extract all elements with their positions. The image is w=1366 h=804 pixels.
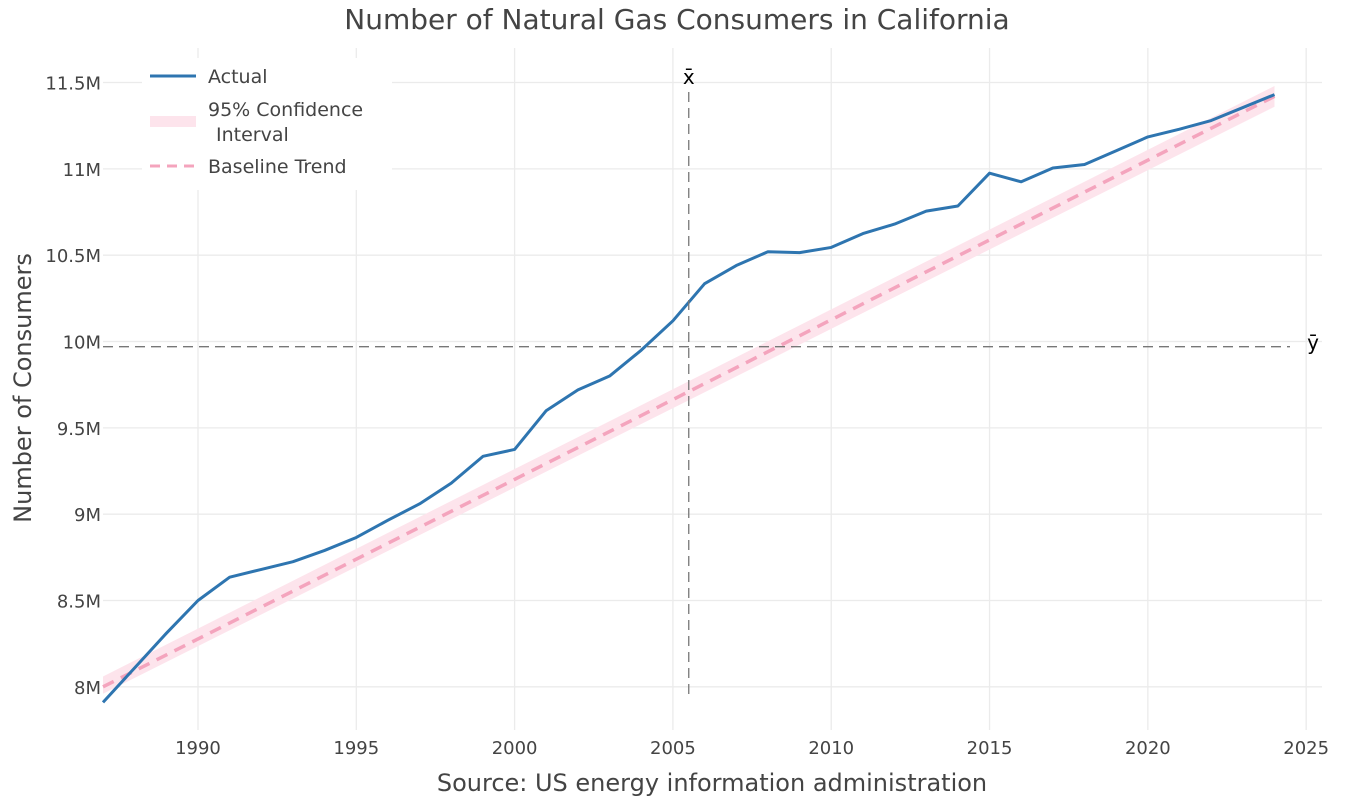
x-tick-label: 2015 bbox=[967, 738, 1013, 759]
y-tick-label: 8.5M bbox=[57, 592, 101, 613]
y-tick-label: 8M bbox=[74, 678, 101, 699]
tick-label-layer: 1990 1995 2000 2005 2010 2015 2020 2025 8M 8.5M 9M… bbox=[45, 74, 1329, 759]
legend-ci-label-line1: 95% Confidence bbox=[208, 99, 363, 121]
x-tick-label: 2020 bbox=[1125, 738, 1171, 759]
y-tick-label: 10M bbox=[63, 333, 101, 354]
x-axis-label: Source: US energy information administra… bbox=[437, 769, 987, 797]
x-mean-label: x̄ bbox=[683, 65, 695, 89]
grid-layer bbox=[103, 48, 1322, 730]
y-axis-label: Number of Consumers bbox=[9, 253, 37, 523]
legend-actual-label: Actual bbox=[208, 66, 268, 88]
y-tick-label: 9M bbox=[74, 505, 101, 526]
y-tick-label: 11M bbox=[63, 160, 101, 181]
y-tick-label: 10.5M bbox=[45, 246, 101, 267]
x-tick-label: 2000 bbox=[492, 738, 538, 759]
x-tick-label: 2025 bbox=[1283, 738, 1329, 759]
legend-ci-label-line2: Interval bbox=[216, 124, 289, 146]
legend: Actual 95% Confidence Interval Baseline … bbox=[142, 58, 392, 190]
chart-title: Number of Natural Gas Consumers in Calif… bbox=[344, 3, 1009, 36]
legend-trend-label: Baseline Trend bbox=[208, 156, 347, 178]
legend-ci-swatch bbox=[150, 116, 196, 127]
x-tick-label: 2005 bbox=[650, 738, 696, 759]
x-tick-label: 2010 bbox=[808, 738, 854, 759]
mean-lines-layer: x̄ ȳ bbox=[103, 65, 1319, 697]
y-tick-label: 11.5M bbox=[45, 74, 101, 95]
x-tick-label: 1995 bbox=[333, 738, 379, 759]
y-tick-label: 9.5M bbox=[57, 419, 101, 440]
y-mean-label: ȳ bbox=[1307, 331, 1319, 355]
x-tick-label: 1990 bbox=[175, 738, 221, 759]
